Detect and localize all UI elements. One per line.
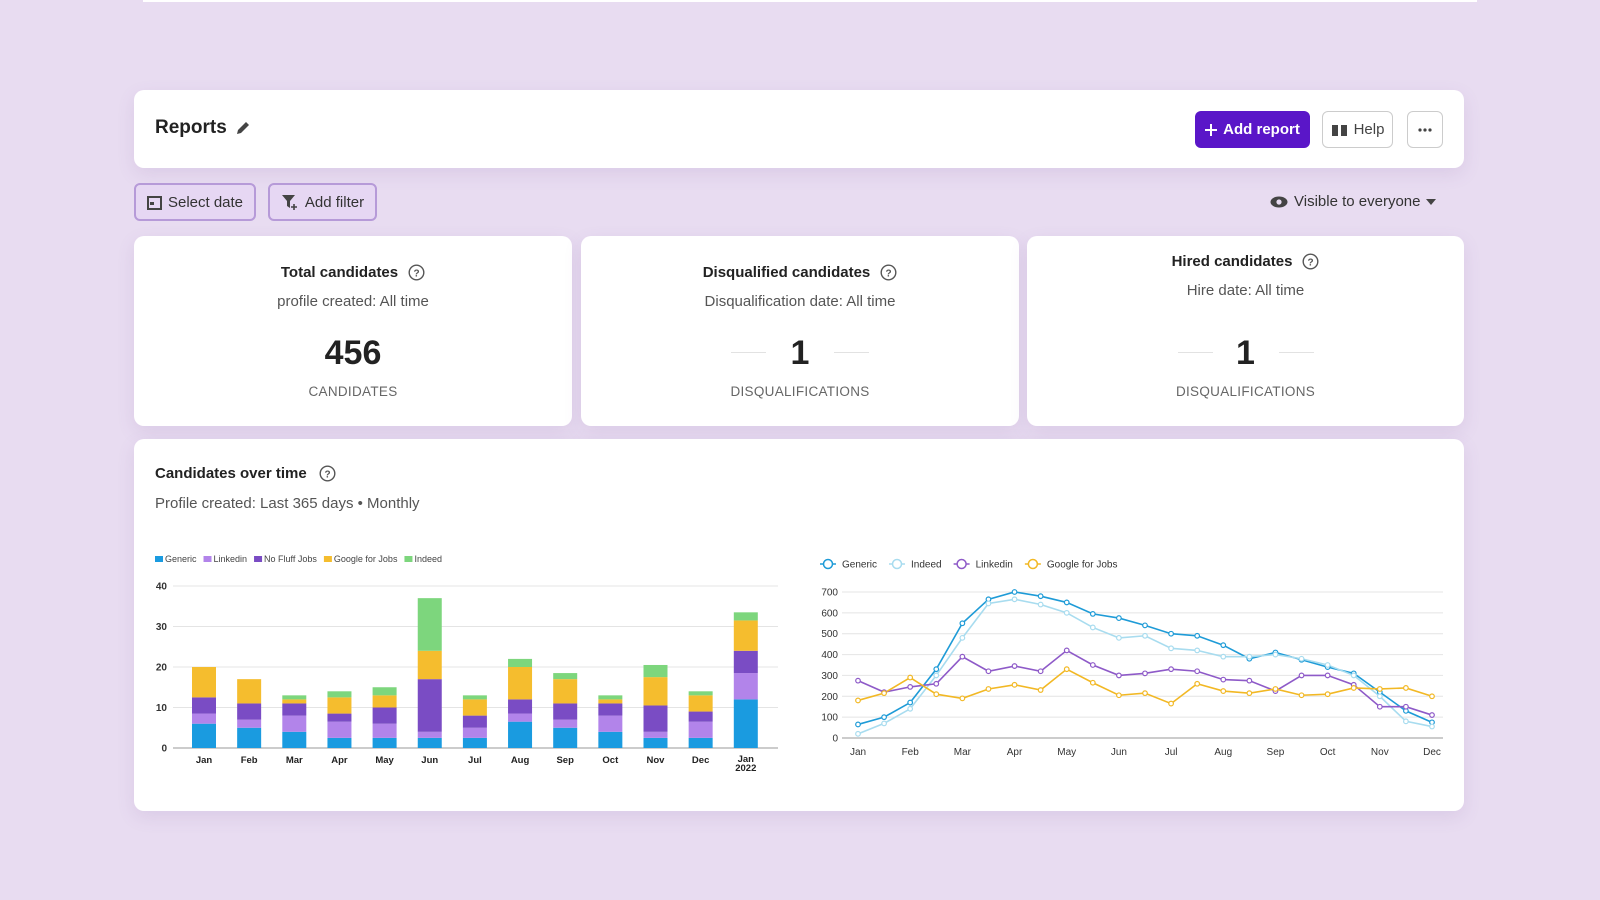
visibility-dropdown[interactable]: Visible to everyone <box>1270 193 1437 210</box>
add-filter-label: Add filter <box>304 193 365 211</box>
card-title: Disqualified candidates <box>702 264 871 281</box>
eye-icon <box>1270 196 1288 207</box>
help-icon[interactable]: ? <box>1302 253 1319 270</box>
card-title-row: Total candidates? <box>134 264 572 281</box>
edit-icon[interactable] <box>235 120 251 136</box>
select-date-button[interactable]: Select date <box>134 183 256 221</box>
panel-title-row: Candidates over time ? <box>155 465 336 482</box>
card-subtitle: profile created: All time <box>277 293 429 310</box>
card-title-row: Disqualified candidates? <box>581 264 1019 281</box>
card-value: 1 <box>790 334 810 372</box>
svg-text:?: ? <box>414 269 420 280</box>
divider <box>834 352 869 353</box>
book-icon <box>1331 124 1347 136</box>
card-unit: CANDIDATES <box>308 384 398 399</box>
card-value: 1 <box>1236 334 1255 372</box>
card-unit: DISQUALIFICATIONS <box>730 384 870 399</box>
help-button[interactable]: Help <box>1322 111 1393 148</box>
help-icon[interactable]: ? <box>408 264 425 281</box>
card-value: 456 <box>324 334 382 372</box>
card-subtitle: Hire date: All time <box>1186 282 1305 299</box>
more-button[interactable] <box>1407 111 1443 148</box>
top-strip <box>143 0 1477 2</box>
card-title: Hired candidates <box>1171 253 1293 270</box>
divider <box>731 352 766 353</box>
caret-icon <box>1426 198 1437 205</box>
divider <box>1279 352 1314 353</box>
visibility-label: Visible to everyone <box>1294 193 1421 210</box>
card-subtitle: Disqualification date: All time <box>704 293 896 310</box>
filter-icon <box>281 195 297 210</box>
page-title: Reports <box>155 117 227 138</box>
svg-text:?: ? <box>886 269 892 280</box>
stat-card: Hired candidates? Hire date: All time 1 … <box>1027 236 1464 426</box>
card-title-row: Hired candidates? <box>1027 253 1464 270</box>
card-title: Total candidates <box>280 264 399 281</box>
card-unit: DISQUALIFICATIONS <box>1175 384 1316 399</box>
chart-panel: Candidates over time ? Profile created: … <box>134 439 1464 811</box>
calendar-icon <box>146 195 162 210</box>
add-filter-button[interactable]: Add filter <box>268 183 377 221</box>
dots-icon <box>1418 127 1432 132</box>
panel-title: Candidates over time <box>155 465 307 482</box>
help-label: Help <box>1353 121 1385 138</box>
stat-card: Disqualified candidates? Disqualificatio… <box>581 236 1019 426</box>
divider <box>1178 352 1213 353</box>
help-icon[interactable]: ? <box>880 264 897 281</box>
add-report-button[interactable]: Add report <box>1195 111 1310 148</box>
svg-text:?: ? <box>1308 258 1314 269</box>
plus-icon <box>1205 123 1218 136</box>
select-date-label: Select date <box>167 193 244 211</box>
stat-card: Total candidates? profile created: All t… <box>134 236 572 426</box>
svg-text:?: ? <box>324 470 330 481</box>
add-report-label: Add report <box>1223 121 1300 138</box>
header-card: Reports Add report Help <box>134 90 1464 168</box>
panel-subtitle: Profile created: Last 365 days • Monthly <box>155 495 420 512</box>
help-icon[interactable]: ? <box>319 465 336 482</box>
